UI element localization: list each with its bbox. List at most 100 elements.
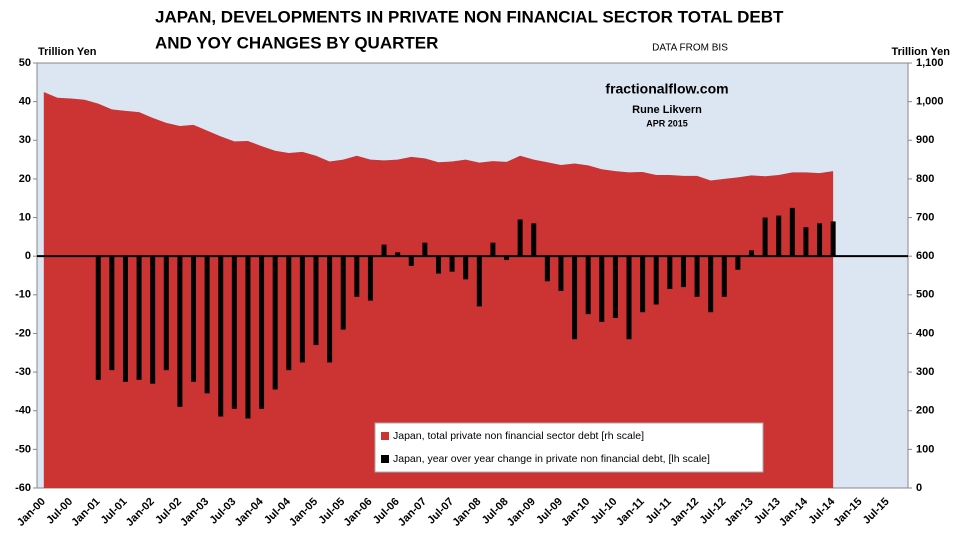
bar	[762, 217, 768, 257]
bar	[245, 256, 251, 419]
x-tick-label: Jan-12	[668, 496, 701, 529]
bar	[163, 256, 169, 371]
legend-swatch	[381, 455, 389, 463]
y2-axis-label: Trillion Yen	[892, 46, 951, 58]
bar	[259, 256, 265, 409]
x-tick-label: Jul-15	[861, 496, 892, 527]
y-tick-label: 50	[19, 57, 31, 69]
x-tick-label: Jan-15	[831, 496, 864, 529]
bar	[789, 207, 795, 257]
x-tick-label: Jan-04	[233, 495, 267, 529]
bar	[667, 256, 673, 290]
bar	[408, 256, 414, 266]
bar	[136, 256, 142, 380]
bar	[721, 256, 727, 297]
bar	[463, 256, 469, 280]
x-tick-label: Jan-02	[124, 496, 157, 529]
watermark: Rune Likvern	[632, 104, 702, 116]
bar	[531, 223, 537, 257]
x-tick-label: Jan-14	[777, 495, 811, 529]
y2-tick-label: 1,000	[916, 96, 944, 108]
watermark: fractionalflow.com	[605, 81, 728, 97]
legend-box	[374, 422, 764, 473]
bar	[817, 223, 823, 257]
x-tick-label: Jan-05	[287, 496, 320, 529]
y2-tick-label: 200	[916, 405, 934, 417]
y2-tick-label: 500	[916, 289, 934, 301]
chart-title-2: AND YOY CHANGES BY QUARTER	[155, 33, 438, 52]
watermark: APR 2015	[646, 118, 688, 128]
bar	[680, 256, 686, 288]
y2-tick-label: 1,100	[916, 57, 944, 69]
y-axis-label: Trillion Yen	[38, 46, 97, 58]
bar	[708, 256, 714, 313]
y2-tick-label: 100	[916, 443, 934, 455]
bar	[340, 256, 346, 330]
x-tick-label: Jan-07	[396, 496, 429, 529]
y2-tick-label: 400	[916, 327, 934, 339]
bar	[572, 256, 578, 340]
y2-tick-label: 300	[916, 366, 934, 378]
y-tick-label: 40	[19, 96, 31, 108]
chart-title: JAPAN, DEVELOPMENTS IN PRIVATE NON FINAN…	[155, 7, 784, 26]
x-tick-label: Jan-08	[450, 496, 483, 529]
area	[43, 91, 834, 489]
source: DATA FROM BIS	[652, 43, 728, 54]
bar	[231, 256, 237, 409]
bar	[272, 256, 278, 390]
bar	[286, 256, 292, 371]
x-tick-label: Jan-00	[15, 496, 48, 529]
y-tick-label: 20	[19, 173, 31, 185]
x-tick-label: Jan-09	[505, 496, 538, 529]
x-tick-label: Jan-13	[723, 496, 756, 529]
bar	[558, 256, 564, 291]
y2-tick-label: 600	[916, 250, 934, 262]
bar	[177, 256, 183, 407]
bar	[95, 256, 101, 380]
bar	[626, 256, 632, 340]
bar	[803, 227, 809, 257]
legend-swatch	[381, 432, 389, 440]
bar	[694, 256, 700, 297]
bar	[599, 256, 605, 322]
bar	[422, 242, 428, 257]
bar	[122, 256, 128, 382]
x-tick-label: Jan-10	[559, 496, 592, 529]
y-tick-label: -50	[15, 443, 31, 455]
bar	[612, 256, 618, 318]
bar	[476, 256, 482, 307]
y2-tick-label: 800	[916, 173, 934, 185]
y-tick-label: -30	[15, 366, 31, 378]
y-tick-label: 30	[19, 134, 31, 146]
bar	[544, 256, 550, 282]
bar	[354, 256, 360, 297]
bar	[735, 256, 741, 270]
x-tick-label: Jan-01	[69, 496, 102, 529]
bar	[191, 256, 197, 382]
bar	[449, 256, 455, 272]
bar	[218, 256, 224, 417]
legend-label: Japan, total private non financial secto…	[393, 430, 644, 442]
y2-tick-label: 700	[916, 211, 934, 223]
bar	[327, 256, 333, 363]
bar	[299, 256, 305, 363]
bar	[313, 256, 319, 346]
bar	[381, 244, 387, 257]
bar	[830, 221, 836, 257]
y-tick-label: 0	[25, 250, 31, 262]
bar	[395, 252, 401, 257]
bar	[653, 256, 659, 305]
bar	[585, 256, 591, 315]
y-tick-label: 10	[19, 211, 31, 223]
x-tick-label: Jan-06	[341, 496, 374, 529]
bar	[517, 219, 523, 257]
bar	[776, 215, 782, 257]
bar	[490, 242, 496, 257]
bar	[435, 256, 441, 274]
x-tick-label: Jan-03	[178, 496, 211, 529]
bar	[640, 256, 646, 313]
bar	[367, 256, 373, 301]
bar	[204, 256, 210, 394]
y-tick-label: -60	[15, 482, 31, 494]
